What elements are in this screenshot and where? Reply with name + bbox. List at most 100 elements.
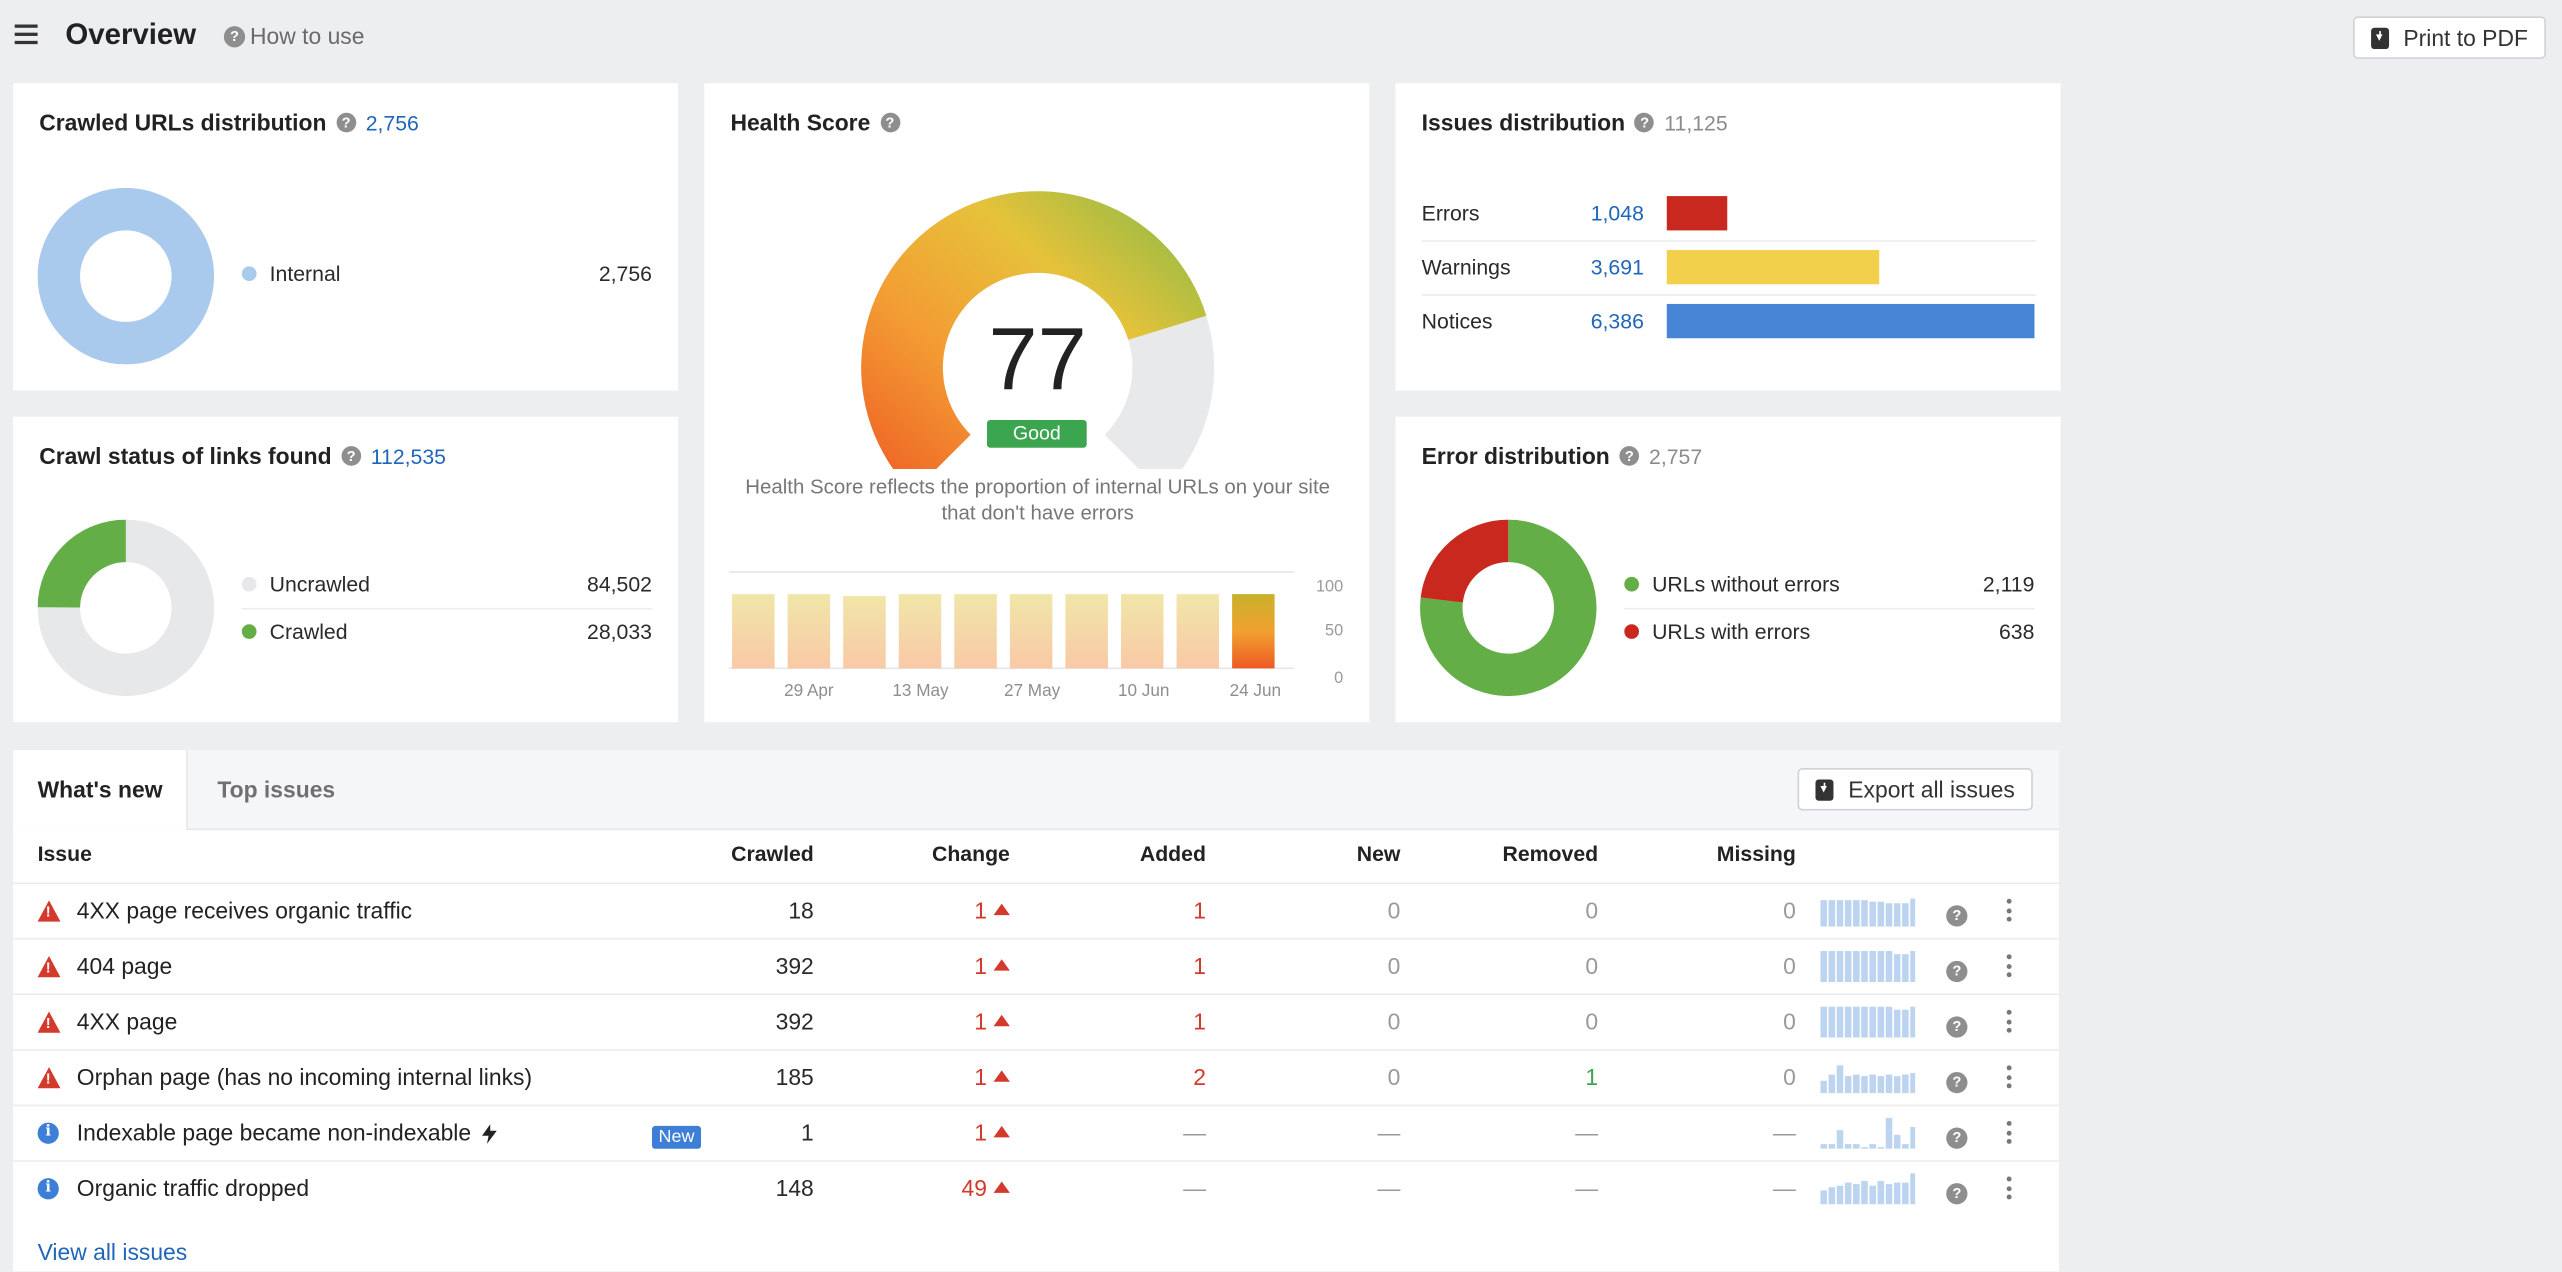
removed-value[interactable]: 1	[1585, 1063, 1599, 1090]
crawl-status-count[interactable]: 112,535	[370, 444, 447, 469]
menu-icon[interactable]	[14, 24, 38, 45]
export-all-issues-button[interactable]: Export all issues	[1797, 768, 2033, 811]
column-header-change[interactable]: Change	[931, 841, 1010, 867]
column-header-crawled[interactable]: Crawled	[731, 841, 814, 867]
new-value[interactable]: —	[1377, 1174, 1401, 1202]
health-history-bar[interactable]	[843, 596, 886, 669]
table-row[interactable]: i Indexable page became non-indexable New 1…	[13, 1104, 2059, 1162]
change-value[interactable]: 1	[974, 1064, 1010, 1090]
help-icon[interactable]: ?	[1946, 900, 1968, 927]
help-icon[interactable]: ?	[1946, 1123, 1968, 1149]
crawled-value[interactable]: 1	[801, 1119, 814, 1146]
new-value[interactable]: —	[1377, 1119, 1401, 1146]
added-value[interactable]: 1	[1193, 897, 1206, 924]
help-icon[interactable]: ?	[880, 113, 900, 133]
removed-value[interactable]: —	[1575, 1119, 1599, 1146]
more-options-icon[interactable]	[2006, 1120, 2014, 1144]
missing-value[interactable]: 0	[1783, 1063, 1796, 1090]
missing-value[interactable]: 0	[1783, 952, 1796, 979]
column-header-missing[interactable]: Missing	[1716, 841, 1796, 867]
change-value[interactable]: 1	[974, 1119, 1010, 1146]
added-value[interactable]: 1	[1193, 1008, 1206, 1035]
table-row[interactable]: 4XX page 392 1 1 0 0 0?	[13, 993, 2059, 1051]
added-value[interactable]: —	[1183, 1119, 1206, 1146]
table-row[interactable]: i Organic traffic dropped 148 49 — — — —?	[13, 1160, 2059, 1217]
added-value[interactable]: 1	[1193, 952, 1206, 979]
health-history-bar[interactable]	[898, 594, 942, 669]
issues-row-warnings[interactable]: Warnings 3,691	[1421, 242, 2037, 296]
new-value[interactable]: 0	[1387, 952, 1401, 979]
health-history-bar[interactable]	[954, 594, 997, 669]
tab-whats-new[interactable]: What's new	[13, 750, 189, 831]
removed-value[interactable]: —	[1575, 1174, 1599, 1202]
health-history-bar[interactable]	[787, 594, 831, 669]
issue-name[interactable]: Indexable page became non-indexable	[77, 1119, 498, 1146]
help-icon[interactable]: ?	[1946, 1178, 1968, 1204]
crawled-urls-count[interactable]: 2,756	[365, 111, 419, 136]
issue-name[interactable]: 4XX page receives organic traffic	[76, 897, 413, 924]
help-icon[interactable]: ?	[1634, 113, 1655, 133]
help-icon[interactable]: ?	[1946, 1012, 1968, 1038]
health-history-bar[interactable]	[1009, 594, 1053, 669]
table-row[interactable]: Orphan page (has no incoming internal li…	[13, 1049, 2059, 1106]
health-history-bar[interactable]	[1120, 594, 1164, 669]
missing-value[interactable]: 0	[1783, 1008, 1796, 1035]
table-row[interactable]: 4XX page receives organic traffic 18 1 1 0 0 0…	[13, 882, 2059, 939]
missing-value[interactable]: —	[1772, 1119, 1796, 1146]
legend-dot	[241, 624, 257, 640]
more-options-icon[interactable]	[2006, 1176, 2014, 1200]
more-options-icon[interactable]	[2006, 898, 2014, 922]
health-history-bar[interactable]	[1065, 594, 1108, 669]
issues-row-errors[interactable]: Errors 1,048	[1421, 188, 2037, 242]
health-history-bar[interactable]	[732, 594, 775, 669]
new-value[interactable]: 0	[1387, 1008, 1401, 1035]
issue-name[interactable]: 4XX page	[76, 1008, 178, 1035]
how-to-use-link[interactable]: ? How to use	[223, 23, 364, 49]
column-header-new[interactable]: New	[1356, 841, 1401, 867]
more-options-icon[interactable]	[2006, 954, 2014, 978]
crawled-value[interactable]: 148	[775, 1174, 814, 1202]
crawled-value[interactable]: 18	[788, 897, 814, 924]
removed-value[interactable]: 0	[1585, 952, 1599, 979]
crawled-value[interactable]: 392	[775, 952, 814, 979]
help-icon[interactable]: ?	[341, 446, 361, 467]
removed-value[interactable]: 0	[1585, 897, 1599, 924]
issue-name[interactable]: 404 page	[76, 952, 173, 979]
added-value[interactable]: 2	[1193, 1063, 1206, 1090]
issues-row-notices[interactable]: Notices 6,386	[1422, 296, 2036, 348]
crawled-value[interactable]: 185	[775, 1063, 814, 1090]
legend-item[interactable]: URLs with errors 638	[1624, 610, 2034, 656]
missing-value[interactable]: 0	[1783, 897, 1796, 924]
health-history-bar[interactable]	[1176, 594, 1220, 669]
new-value[interactable]: 0	[1387, 1063, 1401, 1090]
table-row[interactable]: 404 page 392 1 1 0 0 0?	[13, 937, 2059, 995]
issue-name[interactable]: Organic traffic dropped	[76, 1174, 310, 1202]
column-header-added[interactable]: Added	[1139, 841, 1206, 867]
legend-item[interactable]: Crawled 28,033	[241, 610, 652, 656]
view-all-issues-link[interactable]: View all issues	[37, 1238, 188, 1265]
change-value[interactable]: 1	[974, 897, 1010, 923]
tab-top-issues[interactable]: Top issues	[217, 776, 336, 803]
change-value[interactable]: 1	[974, 953, 1010, 979]
removed-value[interactable]: 0	[1585, 1008, 1599, 1035]
more-options-icon[interactable]	[2006, 1065, 2014, 1089]
issue-name[interactable]: Orphan page (has no incoming internal li…	[76, 1063, 533, 1090]
change-value[interactable]: 49	[962, 1175, 1010, 1201]
help-icon[interactable]: ?	[1619, 446, 1640, 467]
legend-item[interactable]: Uncrawled 84,502	[241, 562, 653, 610]
crawled-value[interactable]: 392	[775, 1008, 814, 1035]
print-to-pdf-button[interactable]: Print to PDF	[2352, 16, 2546, 59]
new-value[interactable]: 0	[1387, 897, 1401, 924]
help-icon[interactable]: ?	[1946, 1067, 1968, 1093]
column-header-issue[interactable]: Issue	[37, 841, 92, 867]
added-value[interactable]: —	[1183, 1174, 1206, 1202]
health-history-bar[interactable]	[1232, 594, 1275, 669]
legend-item[interactable]: URLs without errors 2,119	[1624, 562, 2035, 610]
help-icon[interactable]: ?	[336, 113, 356, 133]
help-icon[interactable]: ?	[1946, 956, 1968, 982]
column-header-removed[interactable]: Removed	[1502, 841, 1599, 867]
missing-value[interactable]: —	[1772, 1174, 1796, 1202]
change-value[interactable]: 1	[974, 1008, 1010, 1034]
more-options-icon[interactable]	[2006, 1009, 2014, 1033]
legend-item[interactable]: Internal 2,756	[241, 252, 652, 298]
